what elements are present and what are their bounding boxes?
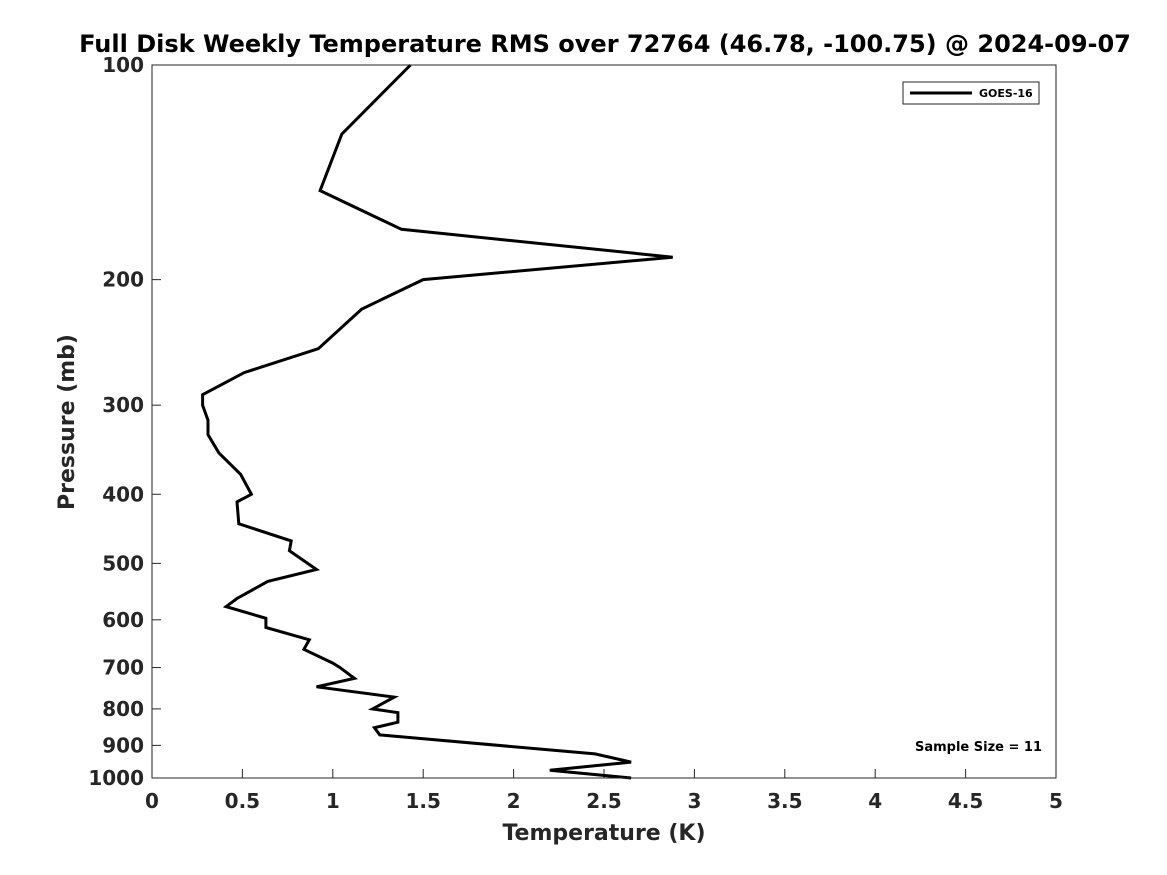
x-tick-label: 1.5 — [405, 789, 440, 813]
x-tick-label: 2.5 — [586, 789, 621, 813]
x-tick-label: 0.5 — [225, 789, 260, 813]
x-tick-label: 2 — [507, 789, 521, 813]
x-axis-ticks: 0 0.5 1 1.5 2 2.5 3 3.5 4 4.5 5 — [145, 769, 1063, 813]
y-tick-label: 800 — [102, 697, 144, 721]
y-tick-label: 900 — [102, 733, 144, 757]
x-tick-label: 4.5 — [948, 789, 983, 813]
x-axis-label: Temperature (K) — [502, 821, 705, 846]
x-tick-label: 5 — [1049, 789, 1063, 813]
x-tick-label: 0 — [145, 789, 159, 813]
plot-frame — [151, 64, 1057, 779]
x-tick-label: 3 — [687, 789, 701, 813]
series-line-goes-16 — [201, 63, 673, 780]
y-tick-label: 400 — [102, 482, 144, 506]
y-tick-label: 500 — [102, 551, 144, 575]
series-layer — [201, 63, 673, 780]
x-tick-label: 1 — [326, 789, 340, 813]
y-axis-label: Pressure (mb) — [55, 334, 80, 510]
y-tick-label: 700 — [102, 656, 144, 680]
y-tick-label: 300 — [102, 393, 144, 417]
x-tick-label: 3.5 — [767, 789, 802, 813]
x-tick-label: 4 — [868, 789, 882, 813]
legend[interactable]: GOES-16 — [902, 81, 1040, 105]
y-tick-label: 600 — [102, 608, 144, 632]
chart-title: Full Disk Weekly Temperature RMS over 72… — [79, 30, 1131, 58]
y-axis-ticks: 100 200 300 400 500 600 700 800 900 1000 — [88, 53, 161, 790]
legend-label-goes-16: GOES-16 — [979, 87, 1033, 100]
sample-size-annotation: Sample Size = 11 — [915, 740, 1042, 755]
y-tick-label: 100 — [102, 53, 144, 77]
y-tick-label: 200 — [102, 268, 144, 292]
y-tick-label: 1000 — [88, 766, 144, 790]
